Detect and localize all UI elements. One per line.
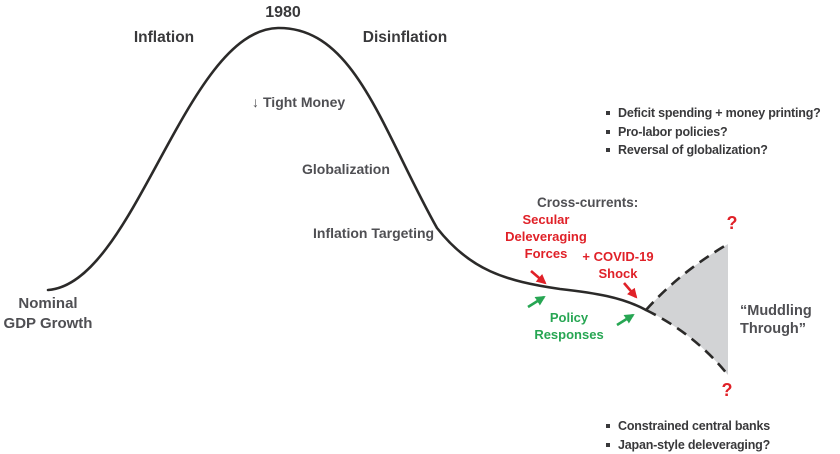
muddling-line2: Through”	[740, 321, 807, 337]
list-item-label: Japan-style deleveraging?	[618, 437, 771, 452]
peak-year-label: 1980	[265, 4, 301, 21]
covid-shock-arrow	[623, 282, 638, 299]
covid-shock-annotation: + COVID-19 Shock	[571, 248, 665, 282]
cone-upper-edge-dashed	[645, 242, 729, 311]
secular-line1: Secular	[522, 212, 570, 227]
list-item-label: Deficit spending + money printing?	[618, 106, 821, 121]
muddling-line1: “Muddling	[740, 303, 812, 319]
list-item: Constrained central banks	[606, 417, 770, 436]
bullet-square-icon	[606, 111, 610, 116]
disinflation-phase-label: Disinflation	[362, 29, 448, 46]
upside-question-mark: ?	[726, 213, 738, 233]
bullet-square-icon	[606, 424, 610, 429]
inflation-phase-label: Inflation	[133, 29, 195, 46]
cone-lower-edge-dashed	[645, 308, 730, 376]
down-arrow-icon: ↓	[252, 94, 259, 110]
bullet-square-icon	[606, 442, 610, 447]
bullet-square-icon	[606, 129, 610, 134]
secular-line2: Deleveraging	[505, 229, 587, 244]
upside-scenario-list: Deficit spending + money printing? Pro-l…	[606, 104, 821, 160]
policy-response-arrow-left	[527, 295, 546, 309]
list-item: Reversal of globalization?	[606, 141, 821, 160]
list-item-label: Constrained central banks	[618, 419, 770, 434]
axis-label-line1: Nominal	[18, 295, 78, 312]
ngdp-curve	[46, 26, 648, 312]
policy-line2: Responses	[534, 327, 604, 342]
secular-line3: Forces	[524, 246, 568, 261]
list-item: Deficit spending + money printing?	[606, 104, 821, 123]
tight-money-label: Tight Money	[263, 94, 346, 110]
nominal-gdp-growth-axis-label: Nominal GDP Growth	[0, 294, 96, 334]
policy-responses-annotation: Policy Responses	[522, 309, 616, 343]
secular-deleveraging-annotation: Secular Deleveraging Forces	[500, 211, 592, 262]
bullet-square-icon	[606, 148, 610, 153]
policy-response-arrow-right	[616, 313, 635, 327]
policy-line1: Policy	[549, 310, 589, 325]
uncertainty-cone	[646, 244, 728, 375]
list-item-label: Pro-labor policies?	[618, 124, 728, 139]
downside-question-mark: ?	[721, 380, 733, 400]
list-item-label: Reversal of globalization?	[618, 143, 768, 158]
axis-label-line2: GDP Growth	[3, 315, 93, 332]
downside-scenario-list: Constrained central banks Japan-style de…	[606, 417, 770, 454]
muddling-through-label: “Muddling Through”	[740, 302, 812, 338]
tight-money-annotation: ↓ Tight Money	[252, 94, 345, 110]
deleveraging-arrow	[530, 270, 547, 285]
list-item: Pro-labor policies?	[606, 123, 821, 142]
covid-line2: Shock	[598, 266, 638, 281]
list-item: Japan-style deleveraging?	[606, 436, 770, 454]
covid-line1: + COVID-19	[582, 249, 654, 264]
cross-currents-label: Cross-currents:	[537, 195, 639, 210]
globalization-annotation: Globalization	[302, 161, 390, 177]
inflation-targeting-annotation: Inflation Targeting	[313, 225, 435, 241]
